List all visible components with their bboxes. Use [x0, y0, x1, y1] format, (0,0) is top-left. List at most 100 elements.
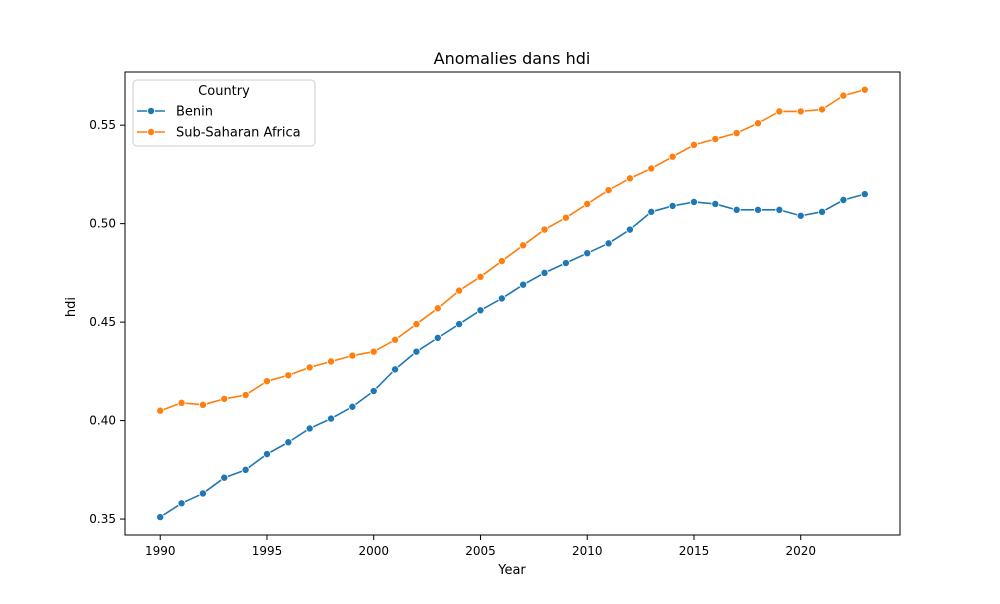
x-tick-label: 2015: [679, 544, 710, 558]
legend-entries: Benin Sub-Saharan Africa: [137, 105, 301, 141]
series-line-sub-saharan-africa: [159, 88, 865, 412]
data-point-benin: [754, 205, 763, 214]
y-axis-label: hdi: [64, 297, 79, 317]
data-point-sub-saharan-africa: [305, 363, 314, 372]
data-point-sub-saharan-africa: [796, 107, 805, 116]
legend-entry-sub-saharan-africa: Sub-Saharan Africa: [137, 126, 301, 141]
data-point-benin: [198, 489, 207, 498]
data-point-benin: [647, 207, 656, 216]
data-point-benin: [519, 280, 528, 289]
data-point-benin: [177, 499, 186, 508]
legend-entry-benin: Benin: [137, 105, 213, 120]
data-point-sub-saharan-africa: [497, 257, 506, 266]
x-axis: 1990 1995 2000 2005 2010 2015 2020: [145, 535, 816, 558]
data-point-sub-saharan-africa: [198, 400, 207, 409]
x-tick-label: 1990: [145, 544, 176, 558]
data-point-sub-saharan-africa: [220, 394, 229, 403]
data-point-benin: [732, 205, 741, 214]
data-point-sub-saharan-africa: [561, 213, 570, 222]
data-point-benin: [796, 211, 805, 220]
y-tick-label: 0.50: [89, 217, 116, 231]
data-point-sub-saharan-africa: [732, 129, 741, 138]
x-tick-label: 2020: [785, 544, 816, 558]
series-layer: [156, 85, 869, 522]
data-point-sub-saharan-africa: [476, 272, 485, 281]
data-point-sub-saharan-africa: [348, 351, 357, 360]
legend-marker-swatch: [146, 107, 155, 116]
y-axis: 0.35 0.40 0.45 0.50 0.55: [89, 118, 125, 526]
data-point-benin: [604, 239, 613, 248]
series-line-benin: [159, 193, 865, 518]
data-point-sub-saharan-africa: [711, 134, 720, 143]
data-point-benin: [711, 199, 720, 208]
data-point-sub-saharan-africa: [689, 140, 698, 149]
data-point-benin: [775, 205, 784, 214]
legend-title: Country: [198, 84, 250, 99]
legend-label: Sub-Saharan Africa: [176, 126, 301, 141]
data-point-benin: [241, 465, 250, 474]
data-point-benin: [625, 225, 634, 234]
data-point-benin: [369, 387, 378, 396]
data-point-benin: [327, 414, 336, 423]
data-point-benin: [860, 190, 869, 199]
data-point-sub-saharan-africa: [839, 91, 848, 100]
y-tick-label: 0.55: [89, 118, 116, 132]
data-point-benin: [839, 196, 848, 205]
data-point-sub-saharan-africa: [262, 377, 271, 386]
data-point-benin: [391, 365, 400, 374]
data-point-benin: [455, 320, 464, 329]
data-point-sub-saharan-africa: [668, 152, 677, 161]
data-point-sub-saharan-africa: [519, 241, 528, 250]
legend-label: Benin: [176, 105, 213, 120]
x-tick-label: 2000: [358, 544, 389, 558]
data-point-sub-saharan-africa: [391, 335, 400, 344]
data-point-benin: [818, 207, 827, 216]
series-sub-saharan-africa: [156, 85, 869, 415]
data-point-benin: [156, 513, 165, 522]
data-point-sub-saharan-africa: [754, 119, 763, 128]
data-point-sub-saharan-africa: [433, 304, 442, 313]
chart-title: Anomalies dans hdi: [434, 49, 591, 68]
data-point-benin: [412, 347, 421, 356]
x-tick-label: 1995: [252, 544, 283, 558]
data-point-sub-saharan-africa: [625, 174, 634, 183]
data-point-sub-saharan-africa: [860, 85, 869, 94]
data-point-benin: [284, 438, 293, 447]
data-point-sub-saharan-africa: [369, 347, 378, 356]
x-tick-label: 2005: [465, 544, 496, 558]
data-point-benin: [262, 450, 271, 459]
y-tick-label: 0.40: [89, 414, 116, 428]
data-point-sub-saharan-africa: [455, 286, 464, 295]
data-point-benin: [348, 402, 357, 411]
data-point-sub-saharan-africa: [177, 398, 186, 407]
data-point-sub-saharan-africa: [647, 164, 656, 173]
data-point-benin: [433, 333, 442, 342]
data-point-benin: [220, 473, 229, 482]
data-point-benin: [668, 201, 677, 210]
data-point-sub-saharan-africa: [818, 105, 827, 114]
data-point-sub-saharan-africa: [604, 186, 613, 195]
data-point-benin: [305, 424, 314, 433]
series-benin: [156, 190, 869, 522]
plot-frame: [124, 71, 901, 536]
data-point-benin: [497, 294, 506, 303]
data-point-benin: [689, 197, 698, 206]
legend-marker-swatch: [146, 127, 155, 136]
x-tick-label: 2010: [572, 544, 603, 558]
data-point-sub-saharan-africa: [241, 390, 250, 399]
data-point-benin: [476, 306, 485, 315]
data-point-sub-saharan-africa: [156, 406, 165, 415]
data-point-benin: [540, 268, 549, 277]
data-point-sub-saharan-africa: [412, 320, 421, 329]
data-point-sub-saharan-africa: [540, 225, 549, 234]
legend: Country Benin Sub-Saharan Africa: [132, 79, 316, 147]
data-point-benin: [561, 259, 570, 268]
x-axis-label: Year: [497, 563, 526, 578]
y-tick-label: 0.35: [89, 512, 116, 526]
legend-box: [132, 79, 316, 147]
data-point-sub-saharan-africa: [284, 371, 293, 380]
data-point-benin: [583, 249, 592, 258]
y-tick-label: 0.45: [89, 315, 116, 329]
